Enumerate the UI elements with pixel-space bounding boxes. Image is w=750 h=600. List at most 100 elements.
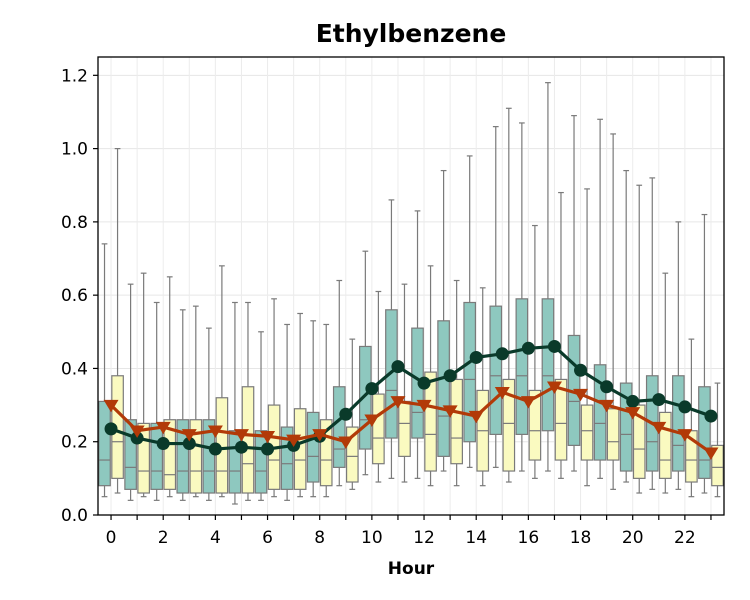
series-point: [181, 429, 197, 442]
box-body: [163, 419, 177, 490]
series-point: [130, 431, 144, 445]
box-body: [698, 386, 711, 479]
series-point: [469, 350, 483, 364]
series-point: [312, 429, 328, 442]
series-point: [442, 405, 458, 418]
box-body: [124, 419, 137, 490]
series-point: [703, 447, 719, 460]
series-point: [495, 347, 509, 361]
box-body: [372, 393, 385, 465]
series-point: [547, 339, 561, 353]
plot-frame: [97, 56, 725, 516]
box-body: [580, 404, 594, 461]
y-tick-label: 0.4: [61, 359, 88, 379]
box-body: [541, 298, 555, 432]
box-body: [241, 386, 255, 494]
series-point: [104, 422, 118, 436]
box-body: [606, 408, 620, 461]
y-axis: 0.0 0.2 0.4 0.6 0.8 1.0 1.2: [61, 66, 98, 526]
series-point: [416, 399, 432, 413]
x-tick-label: 8: [314, 528, 325, 548]
series-point: [365, 382, 379, 396]
box-body: [319, 419, 333, 487]
box-body: [554, 378, 568, 461]
series-point: [678, 400, 692, 414]
box-body: [176, 419, 190, 494]
x-tick-label: 0: [106, 528, 117, 548]
series-point: [339, 407, 353, 421]
series-point: [626, 394, 640, 408]
box-body: [228, 430, 242, 494]
box-body: [424, 371, 437, 472]
box-body: [489, 305, 503, 435]
series-point: [417, 376, 431, 390]
box-body: [98, 400, 111, 487]
x-tick-label: 2: [158, 528, 169, 548]
series-point: [520, 396, 536, 409]
x-tick-label: 16: [518, 528, 540, 548]
series-point: [364, 414, 380, 427]
y-tick-label: 0.6: [61, 286, 88, 306]
box-body: [672, 375, 685, 472]
y-tick-label: 1.2: [61, 66, 88, 86]
series-point: [600, 380, 614, 394]
series-point: [182, 437, 196, 451]
series-point: [652, 393, 666, 407]
box-body: [528, 389, 542, 461]
series-point: [574, 363, 588, 377]
box-body: [632, 404, 646, 479]
series-point: [391, 360, 405, 374]
series-point: [521, 341, 535, 355]
x-tick-label: 10: [361, 528, 383, 548]
y-tick-label: 0.8: [61, 213, 88, 233]
series-point: [234, 440, 248, 454]
series-point: [129, 425, 145, 438]
box-body: [332, 386, 346, 468]
x-tick-label: 12: [413, 528, 435, 548]
box-body: [398, 400, 411, 457]
series-point: [207, 425, 223, 438]
series-point: [704, 409, 718, 423]
series-line: [109, 385, 712, 455]
series-point: [338, 436, 354, 449]
box-body: [137, 422, 150, 494]
series-point: [625, 407, 641, 420]
y-tick-label: 0.0: [61, 506, 88, 526]
box-body: [254, 430, 268, 494]
series-point: [286, 434, 302, 448]
box-body: [619, 382, 633, 472]
series-point: [155, 421, 171, 435]
y-tick-label: 1.0: [61, 140, 88, 160]
series-point: [103, 399, 119, 413]
series-point: [156, 437, 170, 451]
box-body: [711, 444, 724, 487]
box-body: [437, 320, 450, 457]
x-tick-label: 20: [622, 528, 644, 548]
series-point: [261, 442, 275, 456]
x-tick-label: 14: [465, 528, 487, 548]
box-body: [359, 345, 372, 450]
series-point: [677, 429, 693, 442]
series-point: [651, 421, 667, 435]
series-point: [546, 381, 562, 394]
series-point: [233, 429, 249, 442]
series-point: [208, 442, 222, 456]
series-point: [599, 399, 615, 413]
box-body: [450, 378, 463, 465]
series-point: [468, 410, 484, 424]
series-point: [260, 430, 276, 444]
box-body: [150, 422, 164, 490]
box-body: [345, 426, 359, 483]
box-body: [463, 301, 477, 443]
x-tick-label: 4: [210, 528, 221, 548]
series-lines: [103, 339, 719, 460]
box-body: [658, 411, 672, 479]
box-body: [280, 426, 294, 490]
box-body: [306, 411, 320, 483]
series-point: [390, 396, 406, 409]
y-tick-label: 0.2: [61, 433, 88, 453]
x-tick-label: 18: [570, 528, 592, 548]
chart-title: Ethylbenzene: [316, 19, 507, 48]
box-body: [502, 378, 516, 472]
